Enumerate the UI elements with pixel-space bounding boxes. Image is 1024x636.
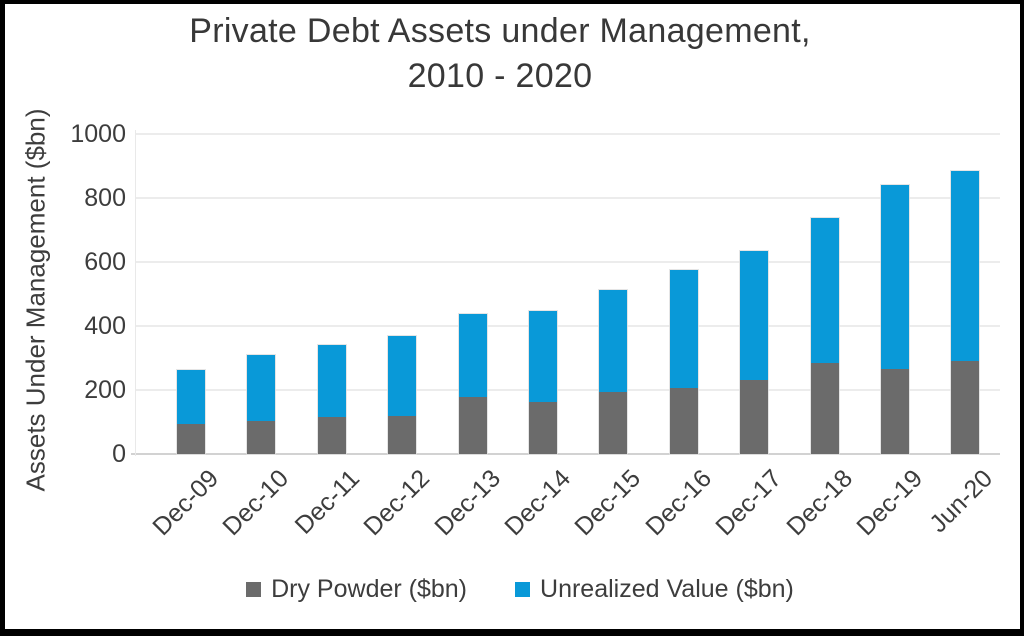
bar-dec-11-unrealized-value	[317, 344, 346, 418]
chart-title-line1: Private Debt Assets under Management,	[189, 12, 811, 50]
bar-dec-16-unrealized-value	[669, 270, 698, 389]
bar-dec-13	[457, 312, 488, 455]
bar-jun-20-unrealized-value	[951, 171, 980, 361]
bar-dec-14	[528, 310, 558, 455]
bar-dec-13-unrealized-value	[458, 313, 487, 397]
x-axis-line	[131, 453, 1000, 455]
bar-dec-18-dry-powder	[810, 363, 839, 454]
gridline-600	[136, 261, 1000, 263]
frame-border-top	[0, 0, 1024, 4]
bar-dec-17-unrealized-value	[740, 251, 769, 381]
bar-dec-18-unrealized-value	[810, 218, 839, 364]
bar-dec-11	[316, 343, 347, 455]
bar-dec-15-unrealized-value	[599, 289, 628, 392]
frame-border-bottom	[0, 629, 1024, 636]
unrealized-value-swatch-icon	[515, 582, 531, 597]
legend: Dry Powder ($bn) Unrealized Value ($bn)	[0, 575, 1024, 604]
gridline-800	[136, 197, 1000, 199]
y-tick-label-600: 600	[84, 248, 126, 276]
y-tick-label-800: 800	[84, 184, 126, 212]
gridline-200	[136, 389, 1000, 391]
bar-dec-11-dry-powder	[317, 417, 346, 454]
bar-dec-10-unrealized-value	[247, 354, 276, 421]
bar-jun-20	[950, 170, 981, 455]
bar-dec-19-unrealized-value	[881, 185, 909, 369]
legend-item-unrealized-value: Unrealized Value ($bn)	[515, 575, 794, 604]
bar-dec-15	[598, 288, 629, 455]
bar-dec-14-dry-powder	[529, 402, 557, 454]
bar-dec-18	[809, 217, 840, 455]
y-tick-label-1000: 1000	[70, 120, 126, 148]
bar-dec-12-dry-powder	[388, 415, 417, 454]
bar-dec-10-dry-powder	[247, 420, 276, 454]
bar-dec-16	[668, 269, 699, 455]
bar-dec-19	[880, 184, 910, 455]
frame-border-right	[1020, 0, 1024, 636]
dry-powder-swatch-icon	[246, 582, 262, 597]
bar-dec-17-dry-powder	[740, 380, 769, 454]
bar-dec-17	[739, 250, 770, 455]
gridline-400	[136, 325, 1000, 327]
chart-title: Private Debt Assets under Management, 20…	[0, 9, 1000, 99]
bar-dec-09	[176, 369, 206, 455]
bar-dec-13-dry-powder	[458, 396, 487, 454]
bar-dec-12	[387, 334, 418, 455]
legend-label-dry-powder: Dry Powder ($bn)	[271, 575, 468, 603]
bar-dec-14-unrealized-value	[529, 311, 557, 403]
legend-label-unrealized-value: Unrealized Value ($bn)	[540, 575, 794, 603]
frame-border-left	[0, 0, 5, 636]
y-tick-label-400: 400	[84, 312, 126, 340]
legend-item-dry-powder: Dry Powder ($bn)	[246, 575, 467, 604]
bar-dec-12-unrealized-value	[388, 335, 417, 416]
bar-dec-15-dry-powder	[599, 391, 628, 454]
bar-jun-20-dry-powder	[951, 360, 980, 454]
bar-dec-10	[246, 353, 277, 455]
y-tick-label-200: 200	[84, 376, 126, 404]
bar-dec-16-dry-powder	[669, 388, 698, 454]
y-tick-label-0: 0	[112, 440, 126, 468]
chart-title-line2: 2010 - 2020	[407, 57, 593, 95]
bar-dec-19-dry-powder	[881, 368, 909, 454]
gridline-1000	[136, 133, 1000, 135]
y-axis-line	[135, 130, 136, 456]
bar-dec-09-unrealized-value	[177, 370, 205, 424]
bar-dec-09-dry-powder	[177, 423, 205, 454]
